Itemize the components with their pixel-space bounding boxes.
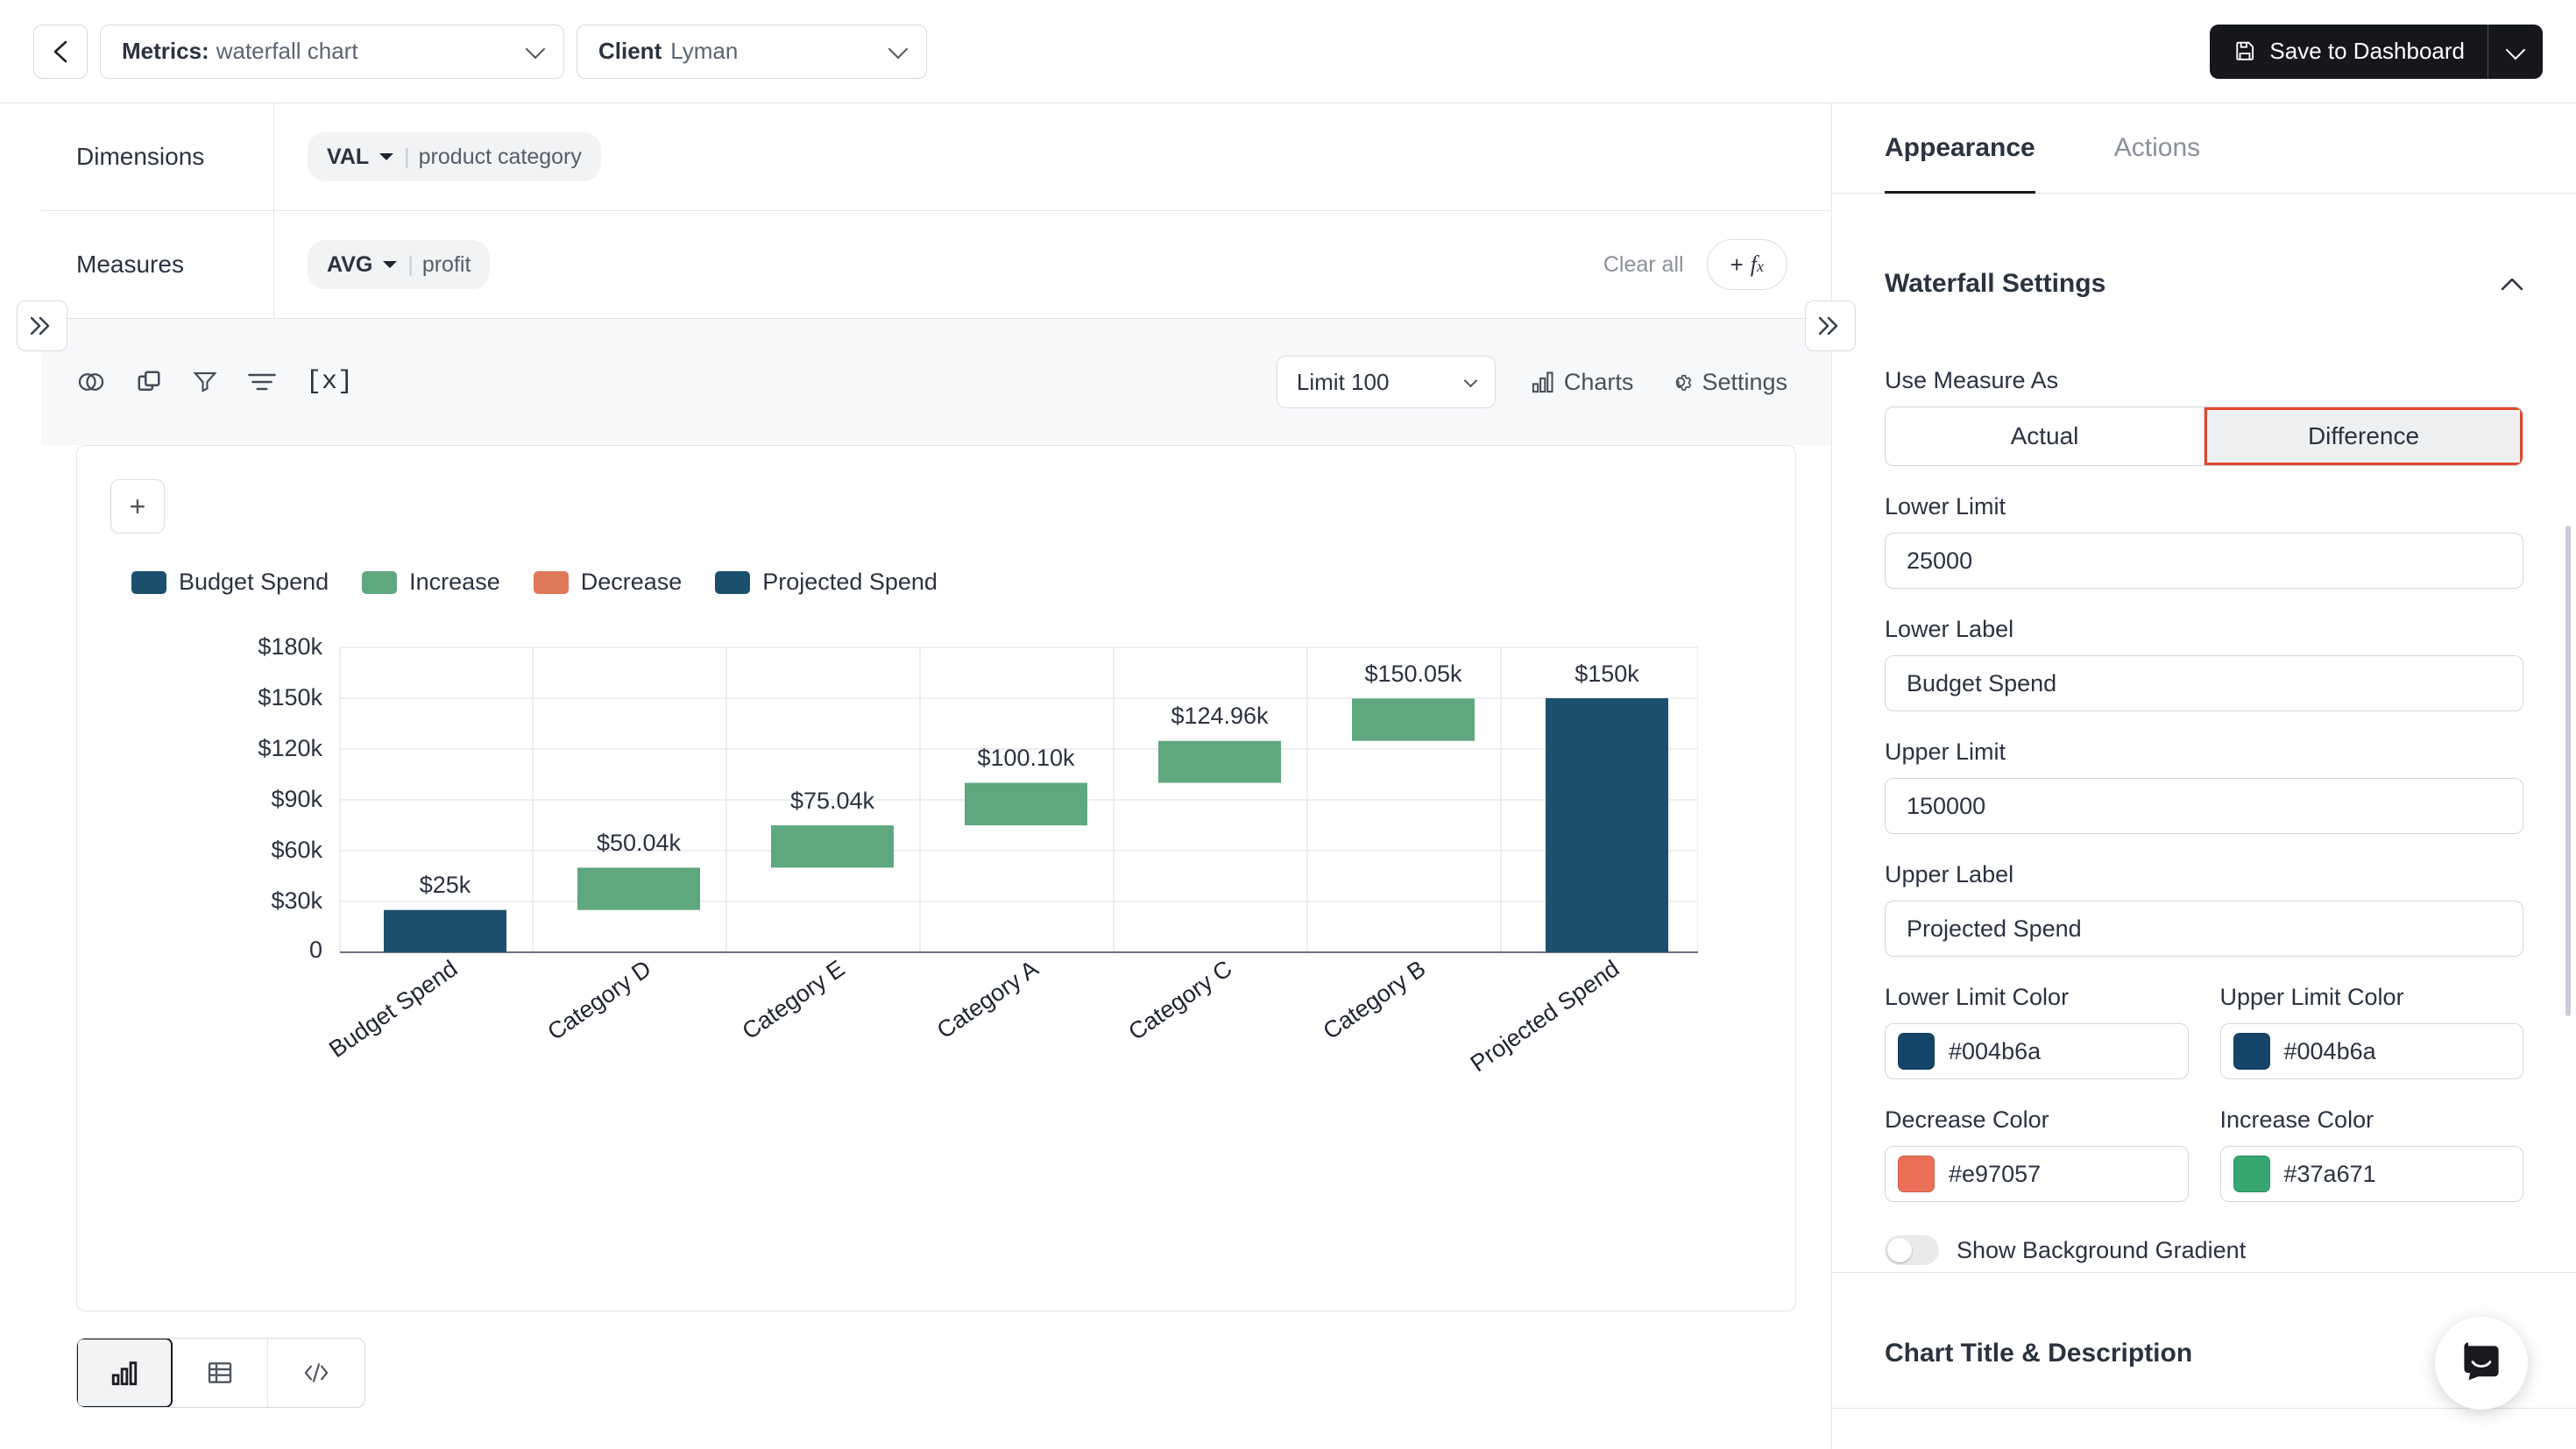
svg-text:$50.04k: $50.04k [597, 830, 682, 856]
svg-text:$124.96k: $124.96k [1171, 703, 1269, 729]
svg-text:$75.04k: $75.04k [790, 788, 875, 814]
svg-text:$100.10k: $100.10k [977, 745, 1075, 771]
svg-text:$25k: $25k [420, 872, 471, 898]
svg-text:Category C: Category C [1123, 955, 1236, 1045]
svg-text:0: 0 [309, 937, 322, 963]
svg-text:$30k: $30k [271, 887, 322, 914]
svg-text:$150k: $150k [258, 684, 322, 710]
svg-text:$150.05k: $150.05k [1364, 661, 1462, 687]
svg-text:$180k: $180k [258, 633, 322, 660]
svg-text:Category B: Category B [1319, 955, 1431, 1044]
svg-text:Category D: Category D [542, 955, 655, 1045]
svg-text:Category A: Category A [932, 955, 1044, 1043]
svg-text:$60k: $60k [271, 837, 322, 863]
svg-text:$120k: $120k [258, 735, 322, 761]
svg-text:$150k: $150k [1575, 661, 1639, 687]
svg-text:$90k: $90k [271, 786, 322, 812]
svg-text:Category E: Category E [738, 955, 850, 1044]
svg-text:Projected Spend: Projected Spend [1466, 955, 1624, 1077]
svg-text:Budget Spend: Budget Spend [324, 955, 462, 1063]
